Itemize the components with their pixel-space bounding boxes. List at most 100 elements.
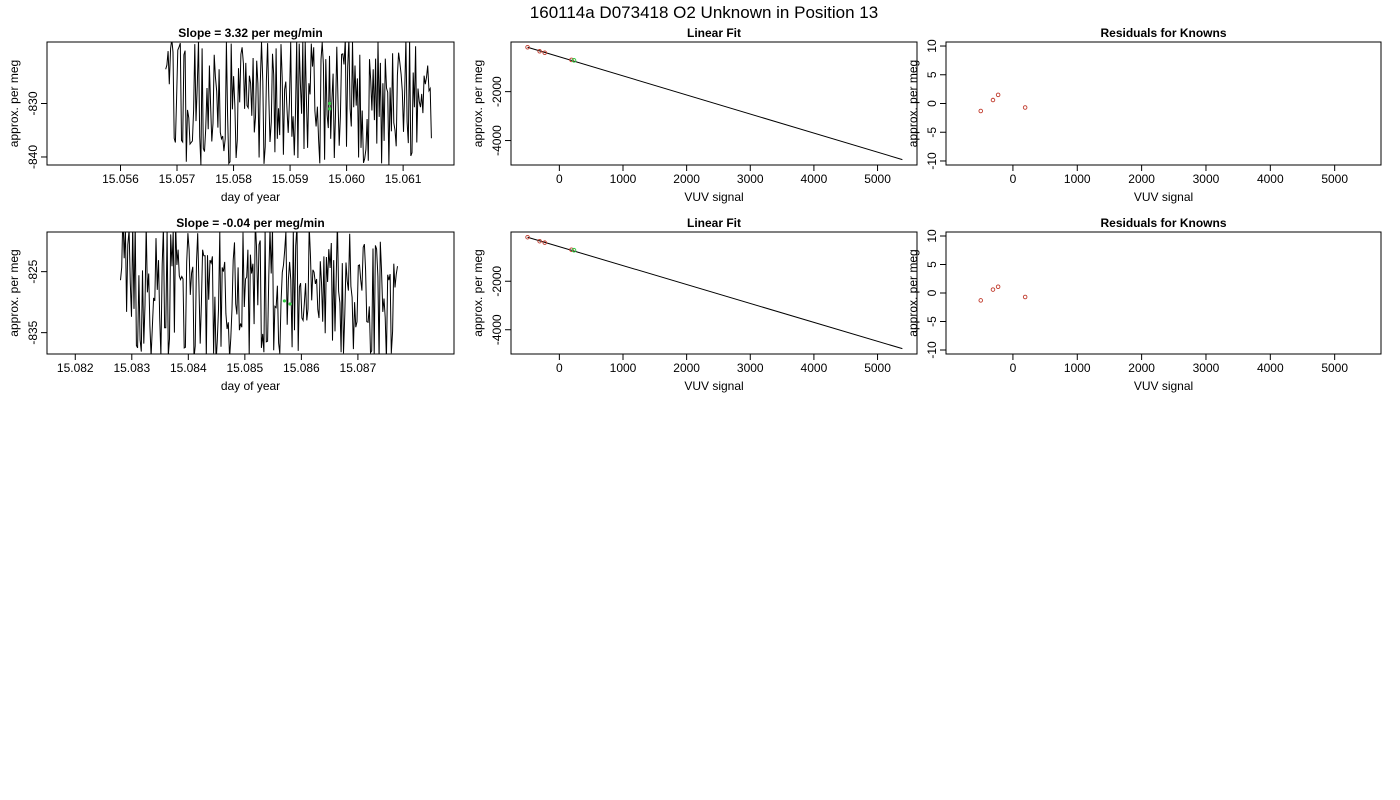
x-tick-label: 1000 bbox=[1064, 361, 1091, 375]
x-tick-label: 0 bbox=[1010, 172, 1017, 186]
x-tick-label: 15.056 bbox=[102, 172, 139, 186]
y-tick-label: -840 bbox=[26, 145, 40, 169]
x-tick-label: 4000 bbox=[801, 361, 828, 375]
x-axis-label: VUV signal bbox=[684, 379, 743, 393]
y-tick-label: 0 bbox=[925, 289, 939, 296]
panel-linear-fit-bottom: Linear Fit 0 1000 2000 3000 4000 5000 -2000 -400… bbox=[471, 216, 918, 393]
x-tick-label: 3000 bbox=[1193, 172, 1220, 186]
y-tick-label: -10 bbox=[925, 152, 939, 170]
plot-data bbox=[525, 234, 903, 350]
known-point bbox=[995, 92, 1001, 98]
y-tick-label: -835 bbox=[26, 320, 40, 344]
x-tick-label: 0 bbox=[1010, 361, 1017, 375]
known-point bbox=[978, 108, 983, 114]
fit-line bbox=[527, 46, 903, 161]
x-tick-label: 3000 bbox=[737, 361, 764, 375]
x-axis-label: VUV signal bbox=[684, 190, 743, 204]
y-tick-label: -825 bbox=[26, 259, 40, 283]
panel-title: Slope = 3.32 per meg/min bbox=[178, 26, 322, 40]
x-tick-label: 2000 bbox=[673, 172, 700, 186]
x-tick-label: 4000 bbox=[1257, 172, 1284, 186]
x-tick-label: 15.057 bbox=[159, 172, 196, 186]
x-tick-label: 15.061 bbox=[385, 172, 422, 186]
x-axis-label: VUV signal bbox=[1134, 190, 1193, 204]
y-tick-label: -2000 bbox=[490, 266, 504, 297]
x-tick-label: 15.060 bbox=[328, 172, 365, 186]
known-point bbox=[1022, 105, 1028, 110]
unknown-point bbox=[328, 107, 332, 111]
panel-timeseries-bottom: Slope = -0.04 per meg/min 15.082 15.083 15.… bbox=[7, 216, 455, 393]
x-tick-label: 5000 bbox=[1321, 361, 1348, 375]
known-point bbox=[995, 284, 1001, 289]
plot-frame bbox=[945, 231, 1382, 355]
known-point bbox=[569, 247, 574, 252]
x-tick-label: 1000 bbox=[610, 361, 637, 375]
y-tick-label: -5 bbox=[925, 127, 939, 138]
known-point bbox=[1022, 294, 1028, 300]
known-point bbox=[525, 234, 530, 240]
unknown-point bbox=[288, 302, 292, 306]
x-tick-label: 4000 bbox=[1257, 361, 1284, 375]
y-tick-label: -830 bbox=[26, 91, 40, 115]
x-tick-label: 3000 bbox=[737, 172, 764, 186]
known-point bbox=[542, 50, 547, 56]
plot-frame bbox=[46, 41, 455, 166]
y-axis-label: approx. per meg bbox=[906, 60, 920, 147]
x-axis-label: day of year bbox=[221, 190, 280, 204]
x-tick-label: 0 bbox=[556, 172, 563, 186]
known-point bbox=[542, 240, 547, 245]
panel-residuals-top: Residuals for Knowns 0 1000 2000 3000 4000 500… bbox=[906, 26, 1382, 204]
plot-data bbox=[978, 284, 1028, 303]
plot-frame bbox=[46, 231, 455, 355]
plot-frame bbox=[945, 41, 1382, 166]
panel-linear-fit-top: Linear Fit 0 1000 2000 3000 4000 5000 -2000 -400… bbox=[471, 26, 918, 204]
plot-data bbox=[978, 92, 1028, 114]
unknown-point bbox=[282, 299, 287, 303]
series-trace-line bbox=[120, 232, 398, 354]
y-tick-label: 5 bbox=[925, 261, 939, 268]
x-tick-label: 2000 bbox=[673, 361, 700, 375]
panel-title: Residuals for Knowns bbox=[1100, 216, 1226, 230]
y-axis-label: approx. per meg bbox=[906, 249, 920, 336]
panel-title: Residuals for Knowns bbox=[1100, 26, 1226, 40]
y-tick-label: -5 bbox=[925, 316, 939, 327]
figure-title: 160114a D073418 O2 Unknown in Position 1… bbox=[530, 3, 878, 22]
y-tick-label: 10 bbox=[925, 229, 939, 243]
unknown-point bbox=[571, 247, 577, 253]
x-tick-label: 0 bbox=[556, 361, 563, 375]
panel-title: Linear Fit bbox=[687, 216, 741, 230]
known-point bbox=[990, 287, 996, 292]
y-tick-label: 10 bbox=[925, 39, 939, 53]
known-point bbox=[537, 49, 542, 54]
known-point bbox=[569, 57, 574, 63]
known-point bbox=[537, 238, 542, 244]
x-tick-label: 15.085 bbox=[226, 361, 263, 375]
y-tick-label: -4000 bbox=[490, 125, 504, 156]
panel-title: Linear Fit bbox=[687, 26, 741, 40]
x-tick-label: 15.082 bbox=[57, 361, 94, 375]
y-tick-label: -2000 bbox=[490, 76, 504, 107]
unknown-point bbox=[328, 101, 332, 106]
y-tick-label: -10 bbox=[925, 341, 939, 359]
x-tick-label: 15.086 bbox=[283, 361, 320, 375]
known-point bbox=[978, 298, 983, 303]
panel-residuals-bottom: Residuals for Knowns 0 1000 2000 3000 4000 500… bbox=[906, 216, 1382, 393]
x-tick-label: 5000 bbox=[864, 172, 891, 186]
y-axis-label: approx. per meg bbox=[7, 249, 21, 336]
y-axis-label: approx. per meg bbox=[7, 60, 21, 147]
y-tick-label: 0 bbox=[925, 100, 939, 107]
unknown-point bbox=[571, 58, 577, 63]
known-point bbox=[525, 45, 530, 50]
y-axis-label: approx. per meg bbox=[471, 249, 485, 336]
x-tick-label: 2000 bbox=[1128, 172, 1155, 186]
x-axis-label: day of year bbox=[221, 379, 280, 393]
y-axis-label: approx. per meg bbox=[471, 60, 485, 147]
plot-data bbox=[525, 45, 903, 161]
x-tick-label: 5000 bbox=[1321, 172, 1348, 186]
x-tick-label: 3000 bbox=[1193, 361, 1220, 375]
series-trace-line bbox=[165, 42, 432, 165]
y-tick-label: -4000 bbox=[490, 314, 504, 345]
x-tick-label: 1000 bbox=[1064, 172, 1091, 186]
